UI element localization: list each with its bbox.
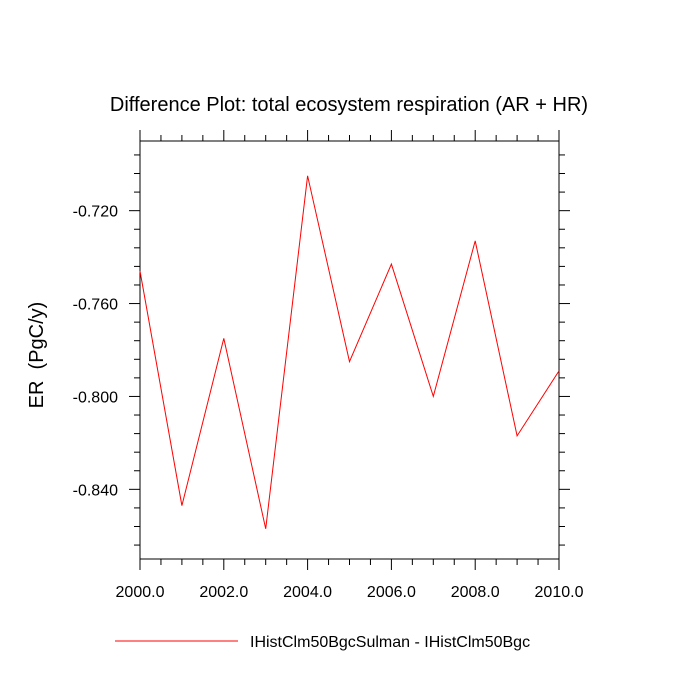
x-tick-label: 2008.0 [451,584,500,601]
x-tick-label: 2006.0 [367,584,416,601]
x-tick-label: 2010.0 [535,584,584,601]
legend: IHistClm50BgcSulman - IHistClm50Bgc [115,634,530,651]
chart-title: Difference Plot: total ecosystem respira… [110,94,588,116]
x-tick-label: 2000.0 [116,584,165,601]
y-tick-label: -0.800 [73,389,118,406]
plot-frame [139,140,560,560]
x-tick-label: 2004.0 [283,584,332,601]
series-line [139,175,560,529]
legend-entry-label: IHistClm50BgcSulman - IHistClm50Bgc [250,634,530,651]
x-tick-label: 2002.0 [199,584,248,601]
plot-area: 2000.0 2002.0 2004.0 2006.0 2008.0 2010.0 -0.7… [73,130,584,601]
y-tick-label: -0.840 [73,482,118,499]
y-axis-label: ER (PgC/y) [26,302,48,409]
y-tick-label: -0.760 [73,297,118,314]
y-tick-label: -0.720 [73,204,118,221]
